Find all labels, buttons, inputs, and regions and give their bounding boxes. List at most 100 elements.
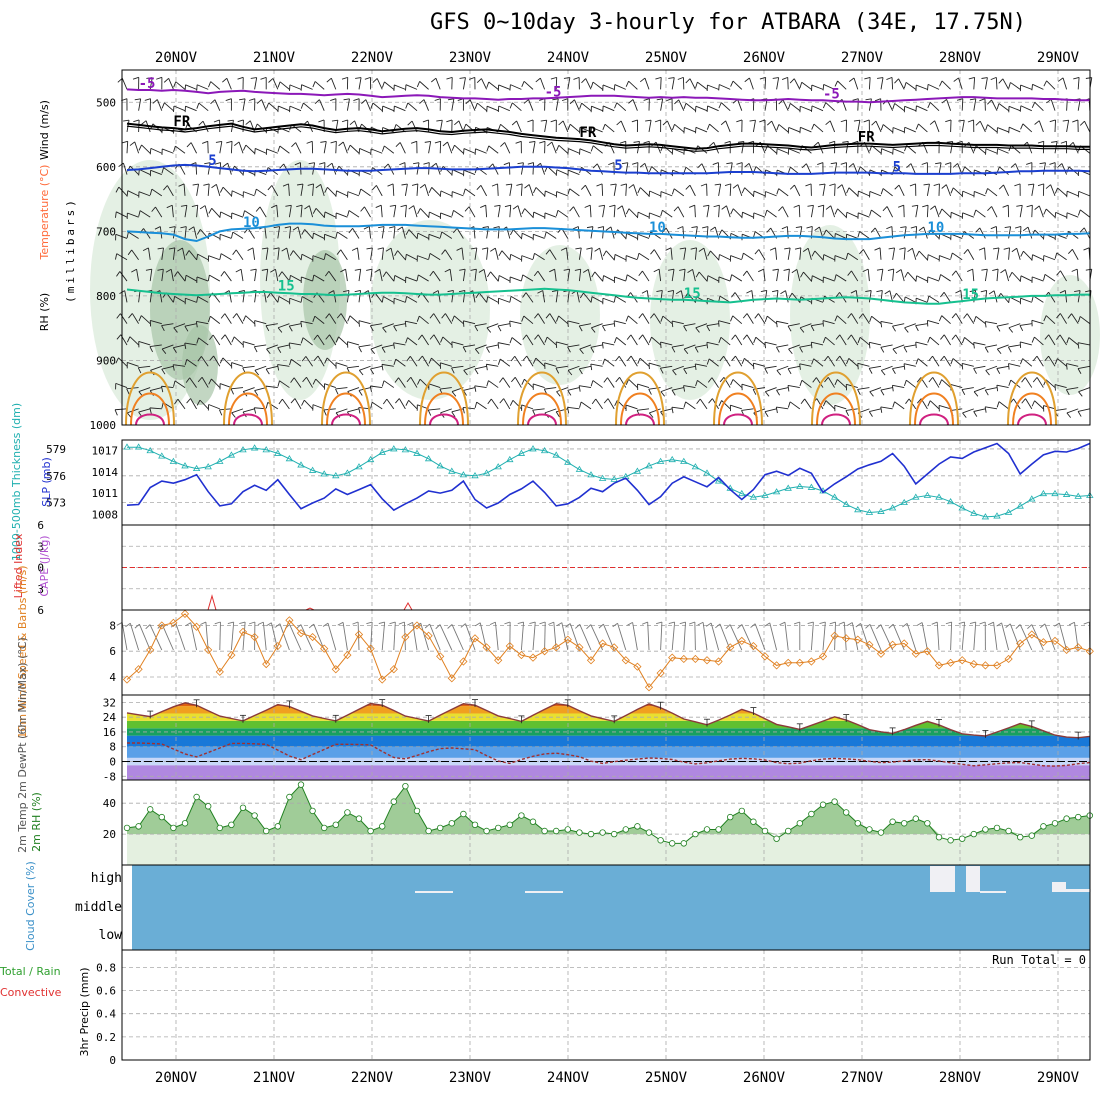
wind-barb [1074,622,1079,651]
wind-speed-point [1062,645,1071,655]
date-label-bottom: 22NOV [351,1070,394,1086]
wind-barb [486,344,499,348]
thickness-point [749,493,758,500]
date-label-bottom: 29NOV [1037,1070,1080,1086]
wind-barb [874,98,881,102]
wind-barb [969,98,976,101]
wind-barb [987,124,998,133]
rh-point [286,793,293,801]
wind-barb [196,205,199,218]
wind-barb [906,379,917,388]
wind-barb [758,249,766,260]
wind-speed-point [610,643,619,652]
wind-barb [973,391,979,397]
wind-barb [1067,313,1072,319]
wind-barb [184,205,188,218]
wind-barb [183,183,186,196]
cloud-level-label: high [91,871,122,886]
wind-barb [894,401,905,410]
wind-barb [706,325,711,332]
wind-barb [567,390,572,396]
wind-barb [521,404,534,410]
wind-barb [943,355,951,367]
wind-barb [236,313,244,324]
wind-barb [702,226,709,229]
wind-barb [486,347,490,353]
wind-barb [807,621,814,625]
wind-barb [1043,255,1056,261]
wind-barb [892,384,905,389]
wind-barb [801,163,807,169]
wind-barb [189,377,197,388]
wind-barb [787,401,791,408]
wind-barb [645,119,652,122]
wind-barb [180,204,187,207]
wind-barb [115,253,118,260]
wind-barb [406,356,411,362]
wind-barb [1066,190,1079,197]
thickness-point [540,446,549,454]
wind-barb [421,334,429,346]
wind-barb [416,233,419,240]
wind-barb [532,409,536,416]
wind-barb [671,77,675,90]
wind-barb [116,313,121,319]
wind-barb [301,84,313,90]
wind-barb [1032,355,1038,362]
wind-barb [788,348,793,355]
wind-barb [486,323,499,329]
wind-barb [892,166,896,173]
wind-barb [264,226,267,239]
wind-barb [800,271,804,278]
wind-barb [328,271,337,282]
wind-barb [268,78,274,83]
wind-barb [273,247,280,250]
wind-barb [427,409,432,416]
wind-barb [195,321,198,328]
wind-barb [490,398,499,410]
upper-wind-label: Wind (m/s) [38,100,51,160]
wind-barb [301,356,307,362]
wind-barb [868,290,872,303]
wind-barb [985,124,988,131]
wind-barb [794,184,801,197]
wind-barb [662,315,673,325]
wind-barb [694,205,696,218]
wind-barb [529,140,536,143]
wind-barb [381,363,394,367]
wind-barb [365,99,372,111]
wind-barb [270,622,279,651]
wind-barb [197,296,209,303]
wind-barb [279,623,290,651]
wind-barb [196,320,209,325]
wind-barb [729,183,732,196]
wind-barb [1010,82,1021,90]
wind-tick: 6 [109,645,116,658]
wind-barb [555,367,560,374]
wind-barb [190,142,198,154]
wind-barb [715,623,721,629]
wind-barb [837,184,843,189]
wind-barb [834,404,847,410]
wind-barb [497,323,510,327]
rh-point [912,815,919,822]
wind-barb [379,269,383,282]
wind-barb [772,268,779,271]
wind-barb [848,358,859,367]
wind-barb [195,162,198,175]
cloud-level-label: low [99,928,123,943]
wind-barb [1022,358,1033,367]
wind-barb [1054,187,1059,194]
wind-barb [335,388,339,395]
isotherm-contour [816,392,856,426]
wind-barb [182,247,186,260]
wind-speed-point [436,652,445,661]
wind-barb [315,208,325,218]
wind-barb [811,323,824,327]
wind-barb [442,165,453,175]
wind-barb [447,141,453,154]
wind-barb [793,621,800,625]
wind-barb [199,399,209,410]
wind-barb [313,232,325,239]
